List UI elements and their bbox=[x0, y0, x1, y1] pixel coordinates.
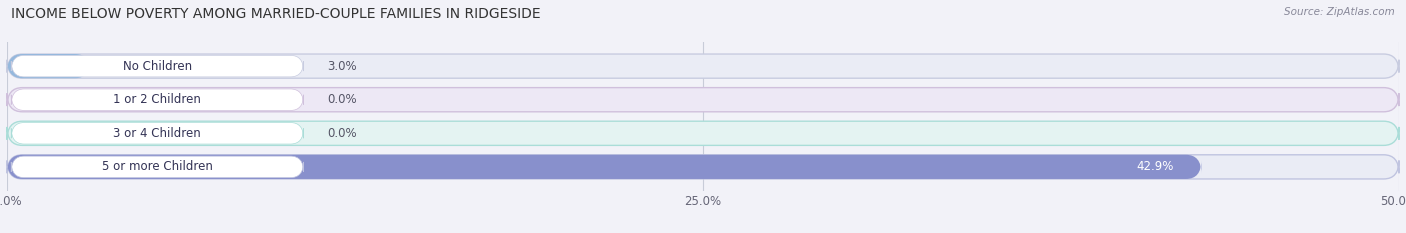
FancyBboxPatch shape bbox=[7, 54, 1399, 78]
FancyBboxPatch shape bbox=[11, 89, 304, 110]
FancyBboxPatch shape bbox=[7, 155, 1399, 179]
FancyBboxPatch shape bbox=[7, 121, 1399, 145]
Text: 3.0%: 3.0% bbox=[328, 60, 357, 73]
FancyBboxPatch shape bbox=[11, 123, 304, 144]
Text: INCOME BELOW POVERTY AMONG MARRIED-COUPLE FAMILIES IN RIDGESIDE: INCOME BELOW POVERTY AMONG MARRIED-COUPL… bbox=[11, 7, 541, 21]
FancyBboxPatch shape bbox=[7, 88, 1399, 112]
FancyBboxPatch shape bbox=[11, 55, 304, 77]
FancyBboxPatch shape bbox=[7, 54, 90, 78]
Text: 5 or more Children: 5 or more Children bbox=[101, 160, 212, 173]
Text: Source: ZipAtlas.com: Source: ZipAtlas.com bbox=[1284, 7, 1395, 17]
FancyBboxPatch shape bbox=[7, 155, 1201, 179]
FancyBboxPatch shape bbox=[11, 156, 304, 178]
Text: 3 or 4 Children: 3 or 4 Children bbox=[114, 127, 201, 140]
Text: 1 or 2 Children: 1 or 2 Children bbox=[114, 93, 201, 106]
Text: No Children: No Children bbox=[122, 60, 193, 73]
Text: 42.9%: 42.9% bbox=[1136, 160, 1174, 173]
Text: 0.0%: 0.0% bbox=[328, 93, 357, 106]
Text: 0.0%: 0.0% bbox=[328, 127, 357, 140]
